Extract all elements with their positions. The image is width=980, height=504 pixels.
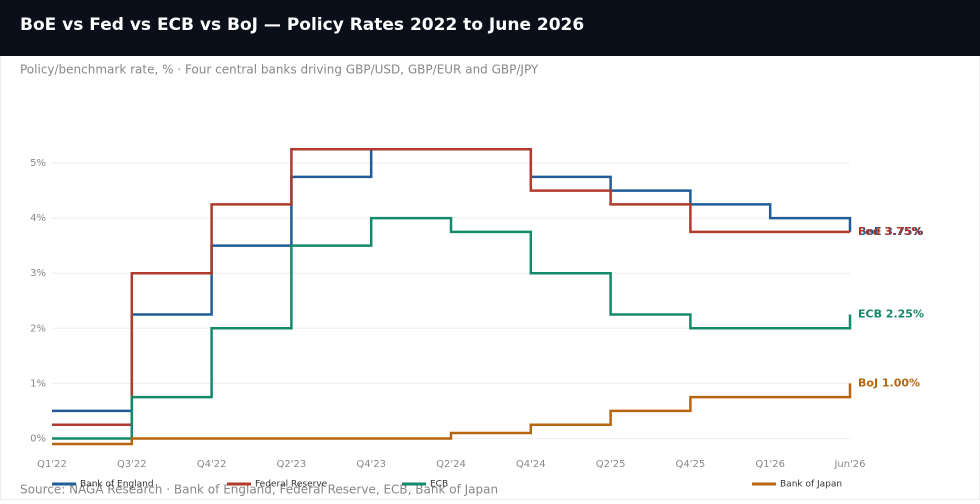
x-tick-label: Jun'26 bbox=[833, 459, 865, 470]
x-tick-label: Q4'23 bbox=[356, 459, 386, 470]
series-line bbox=[52, 216, 852, 440]
source: Source: NAGA Research · Bank of England,… bbox=[20, 483, 498, 497]
x-tick-label: Q2'23 bbox=[277, 459, 307, 470]
end-label: BoJ 1.00% bbox=[858, 376, 920, 389]
x-tick-label: Q4'25 bbox=[676, 459, 706, 470]
series-line bbox=[52, 148, 850, 426]
legend-label: Federal Reserve bbox=[255, 480, 328, 490]
x-tick-label: Q4'22 bbox=[197, 459, 227, 470]
series-line bbox=[52, 383, 852, 446]
subtitle: Policy/benchmark rate, % · Four central … bbox=[20, 63, 539, 77]
legend-label: ECB bbox=[430, 480, 448, 490]
legend-label: Bank of England bbox=[80, 480, 154, 490]
end-label: ECB 2.25% bbox=[858, 308, 924, 321]
x-tick-label: Q1'26 bbox=[755, 459, 785, 470]
y-tick-label: 0% bbox=[30, 433, 46, 444]
x-tick-label: Q2'24 bbox=[436, 459, 466, 470]
y-tick-label: 5% bbox=[30, 158, 46, 169]
x-tick-label: Q3'22 bbox=[117, 459, 147, 470]
x-tick-label: Q1'22 bbox=[37, 459, 67, 470]
y-tick-label: 2% bbox=[30, 323, 46, 334]
end-label: Fed 3.75% bbox=[858, 225, 922, 238]
end-label: BoE 3.75% bbox=[858, 225, 923, 238]
x-tick-label: Q4'24 bbox=[516, 459, 546, 470]
x-tick-label: Q2'25 bbox=[596, 459, 626, 470]
header bbox=[0, 0, 980, 56]
y-tick-label: 1% bbox=[30, 378, 46, 389]
legend-label: Bank of Japan bbox=[780, 480, 842, 490]
y-tick-label: 3% bbox=[30, 268, 46, 279]
y-tick-label: 4% bbox=[30, 213, 46, 224]
chart-title: BoE vs Fed vs ECB vs BoJ — Policy Rates … bbox=[20, 15, 584, 35]
